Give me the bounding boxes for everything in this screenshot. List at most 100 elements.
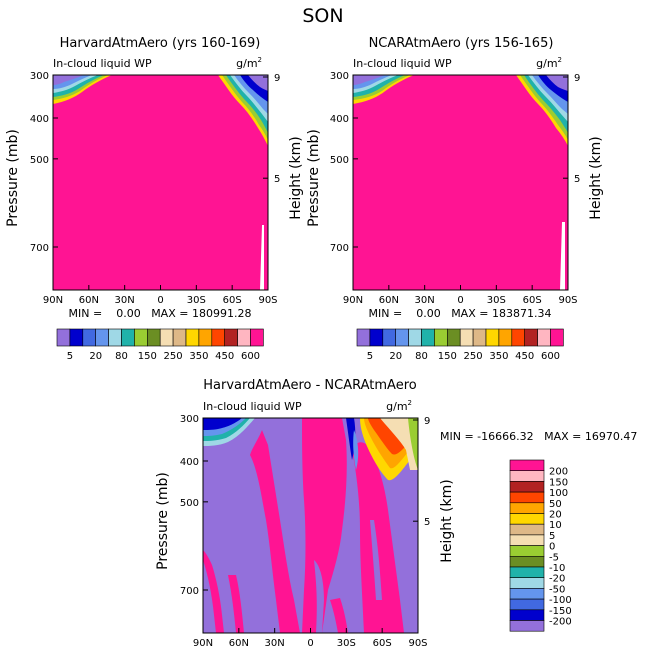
y-tick-label: 500 bbox=[330, 155, 349, 166]
x-tick-label: 90N bbox=[193, 638, 213, 649]
colorbar-swatch bbox=[509, 598, 545, 611]
page-title: SON bbox=[302, 5, 343, 27]
y-right-tick-label: 5 bbox=[274, 174, 280, 185]
colorbar-swatch bbox=[509, 555, 545, 568]
y-tick-label: 300 bbox=[330, 71, 349, 82]
y-tick-label: 400 bbox=[30, 114, 49, 125]
colorbar-label: 80 bbox=[115, 351, 128, 362]
variable-label: In-cloud liquid WP bbox=[53, 57, 152, 70]
colorbar-swatch bbox=[509, 459, 545, 471]
y-axis-label: Pressure (mb) bbox=[155, 472, 171, 570]
y-tick-label: 300 bbox=[30, 71, 49, 82]
colorbar-swatch bbox=[509, 513, 545, 525]
x-tick-label: 60N bbox=[79, 295, 99, 306]
contour-band bbox=[353, 75, 385, 85]
contour-band bbox=[250, 430, 300, 633]
contour-band bbox=[380, 418, 418, 500]
y-axis-label: Pressure (mb) bbox=[5, 129, 21, 227]
colorbar-swatch bbox=[159, 328, 174, 347]
contour-band bbox=[410, 470, 418, 600]
colorbar-swatch bbox=[185, 328, 200, 347]
colorbar: 5 20 80 150 250 350 450 600 bbox=[56, 328, 264, 362]
colorbar-swatch bbox=[472, 328, 487, 347]
colorbar-label: 5 bbox=[367, 351, 373, 362]
contour-band bbox=[203, 550, 224, 633]
x-tick-label: 30N bbox=[415, 295, 435, 306]
colorbar-label: 600 bbox=[241, 351, 260, 362]
x-axis: 90N 60N 30N 0 30S 60S 90S bbox=[43, 285, 278, 306]
x-tick-label: 90N bbox=[43, 295, 63, 306]
stats-text: MIN = 0.00 MAX = 183871.34 bbox=[369, 307, 552, 320]
x-tick-label: 0 bbox=[457, 295, 463, 306]
variable-label: In-cloud liquid WP bbox=[203, 400, 302, 413]
colorbar-swatch bbox=[509, 523, 545, 536]
y-axis: 300 400 500 700 9 5 bbox=[30, 71, 280, 254]
colorbar-swatch bbox=[56, 328, 71, 347]
colorbar-label: 150 bbox=[549, 477, 568, 488]
contour-band bbox=[408, 418, 418, 470]
y-tick-label: 700 bbox=[180, 586, 199, 597]
colorbar-swatch bbox=[237, 328, 251, 347]
colorbar-label: 20 bbox=[89, 351, 102, 362]
colorbar-swatch bbox=[211, 328, 226, 347]
colorbar-swatch bbox=[537, 328, 551, 347]
y-tick-label: 500 bbox=[30, 155, 49, 166]
stats-text: MIN = -16666.32 MAX = 16970.47 bbox=[440, 430, 637, 443]
colorbar-label: 5 bbox=[549, 531, 555, 542]
x-tick-label: 30N bbox=[115, 295, 135, 306]
x-tick-label: 60N bbox=[229, 638, 249, 649]
x-tick-label: 90S bbox=[558, 295, 577, 306]
colorbar-swatch bbox=[421, 328, 435, 347]
plot-field bbox=[53, 75, 268, 290]
colorbar-label: 450 bbox=[515, 351, 534, 362]
colorbar-swatch bbox=[69, 328, 84, 347]
colorbar-swatch bbox=[434, 328, 448, 347]
x-axis: 90N 60N 30N 0 30S 60S 90S bbox=[193, 628, 428, 649]
y-tick-label: 700 bbox=[30, 243, 49, 254]
plot-field bbox=[353, 75, 568, 290]
colorbar-label: 20 bbox=[389, 351, 402, 362]
colorbar-label: 10 bbox=[549, 520, 562, 531]
colorbar-swatch bbox=[459, 328, 474, 347]
colorbar-label: -150 bbox=[549, 606, 572, 617]
plot-field bbox=[203, 418, 418, 633]
colorbar-label: -50 bbox=[549, 584, 565, 595]
x-tick-label: 30S bbox=[187, 295, 206, 306]
colorbar-swatch bbox=[509, 609, 545, 621]
contour-band bbox=[302, 418, 347, 633]
colorbar-label: 80 bbox=[415, 351, 428, 362]
colorbar-swatch bbox=[395, 328, 409, 347]
x-tick-label: 30N bbox=[265, 638, 285, 649]
colorbar-swatch bbox=[498, 328, 513, 347]
y-right-tick-label: 9 bbox=[574, 73, 580, 84]
unit-label: g/m2 bbox=[386, 399, 412, 413]
field-background bbox=[53, 75, 268, 290]
colorbar-swatch bbox=[95, 328, 109, 347]
panel-harvard: HarvardAtmAero (yrs 160-169) In-cloud li… bbox=[5, 36, 304, 362]
colorbar-label: -10 bbox=[549, 563, 565, 574]
y-tick-label: 500 bbox=[180, 498, 199, 509]
y-tick-label: 400 bbox=[180, 457, 199, 468]
colorbar-label: 450 bbox=[215, 351, 234, 362]
colorbar-label: -100 bbox=[549, 595, 572, 606]
colorbar-swatch bbox=[224, 328, 238, 347]
panel-ncar: NCARAtmAero (yrs 156-165) In-cloud liqui… bbox=[306, 36, 604, 362]
contour-band bbox=[330, 598, 348, 633]
y-tick-label: 700 bbox=[330, 243, 349, 254]
colorbar-label: 50 bbox=[549, 499, 562, 510]
colorbar-swatch bbox=[509, 481, 545, 493]
contour-band bbox=[228, 575, 244, 633]
colorbar-label: -20 bbox=[549, 574, 565, 585]
colorbar-swatch bbox=[134, 328, 148, 347]
y-right-tick-label: 9 bbox=[274, 73, 280, 84]
y-tick-label: 400 bbox=[330, 114, 349, 125]
x-tick-label: 90S bbox=[408, 638, 427, 649]
y-right-tick-label: 5 bbox=[424, 517, 430, 528]
colorbar-swatch bbox=[147, 328, 161, 347]
x-tick-label: 0 bbox=[307, 638, 313, 649]
y-axis-right-label: Height (km) bbox=[588, 136, 604, 219]
y-axis-label: Pressure (mb) bbox=[306, 129, 322, 227]
colorbar-swatch bbox=[509, 545, 545, 557]
colorbar-swatch bbox=[509, 566, 545, 578]
colorbar-swatch bbox=[82, 328, 97, 347]
